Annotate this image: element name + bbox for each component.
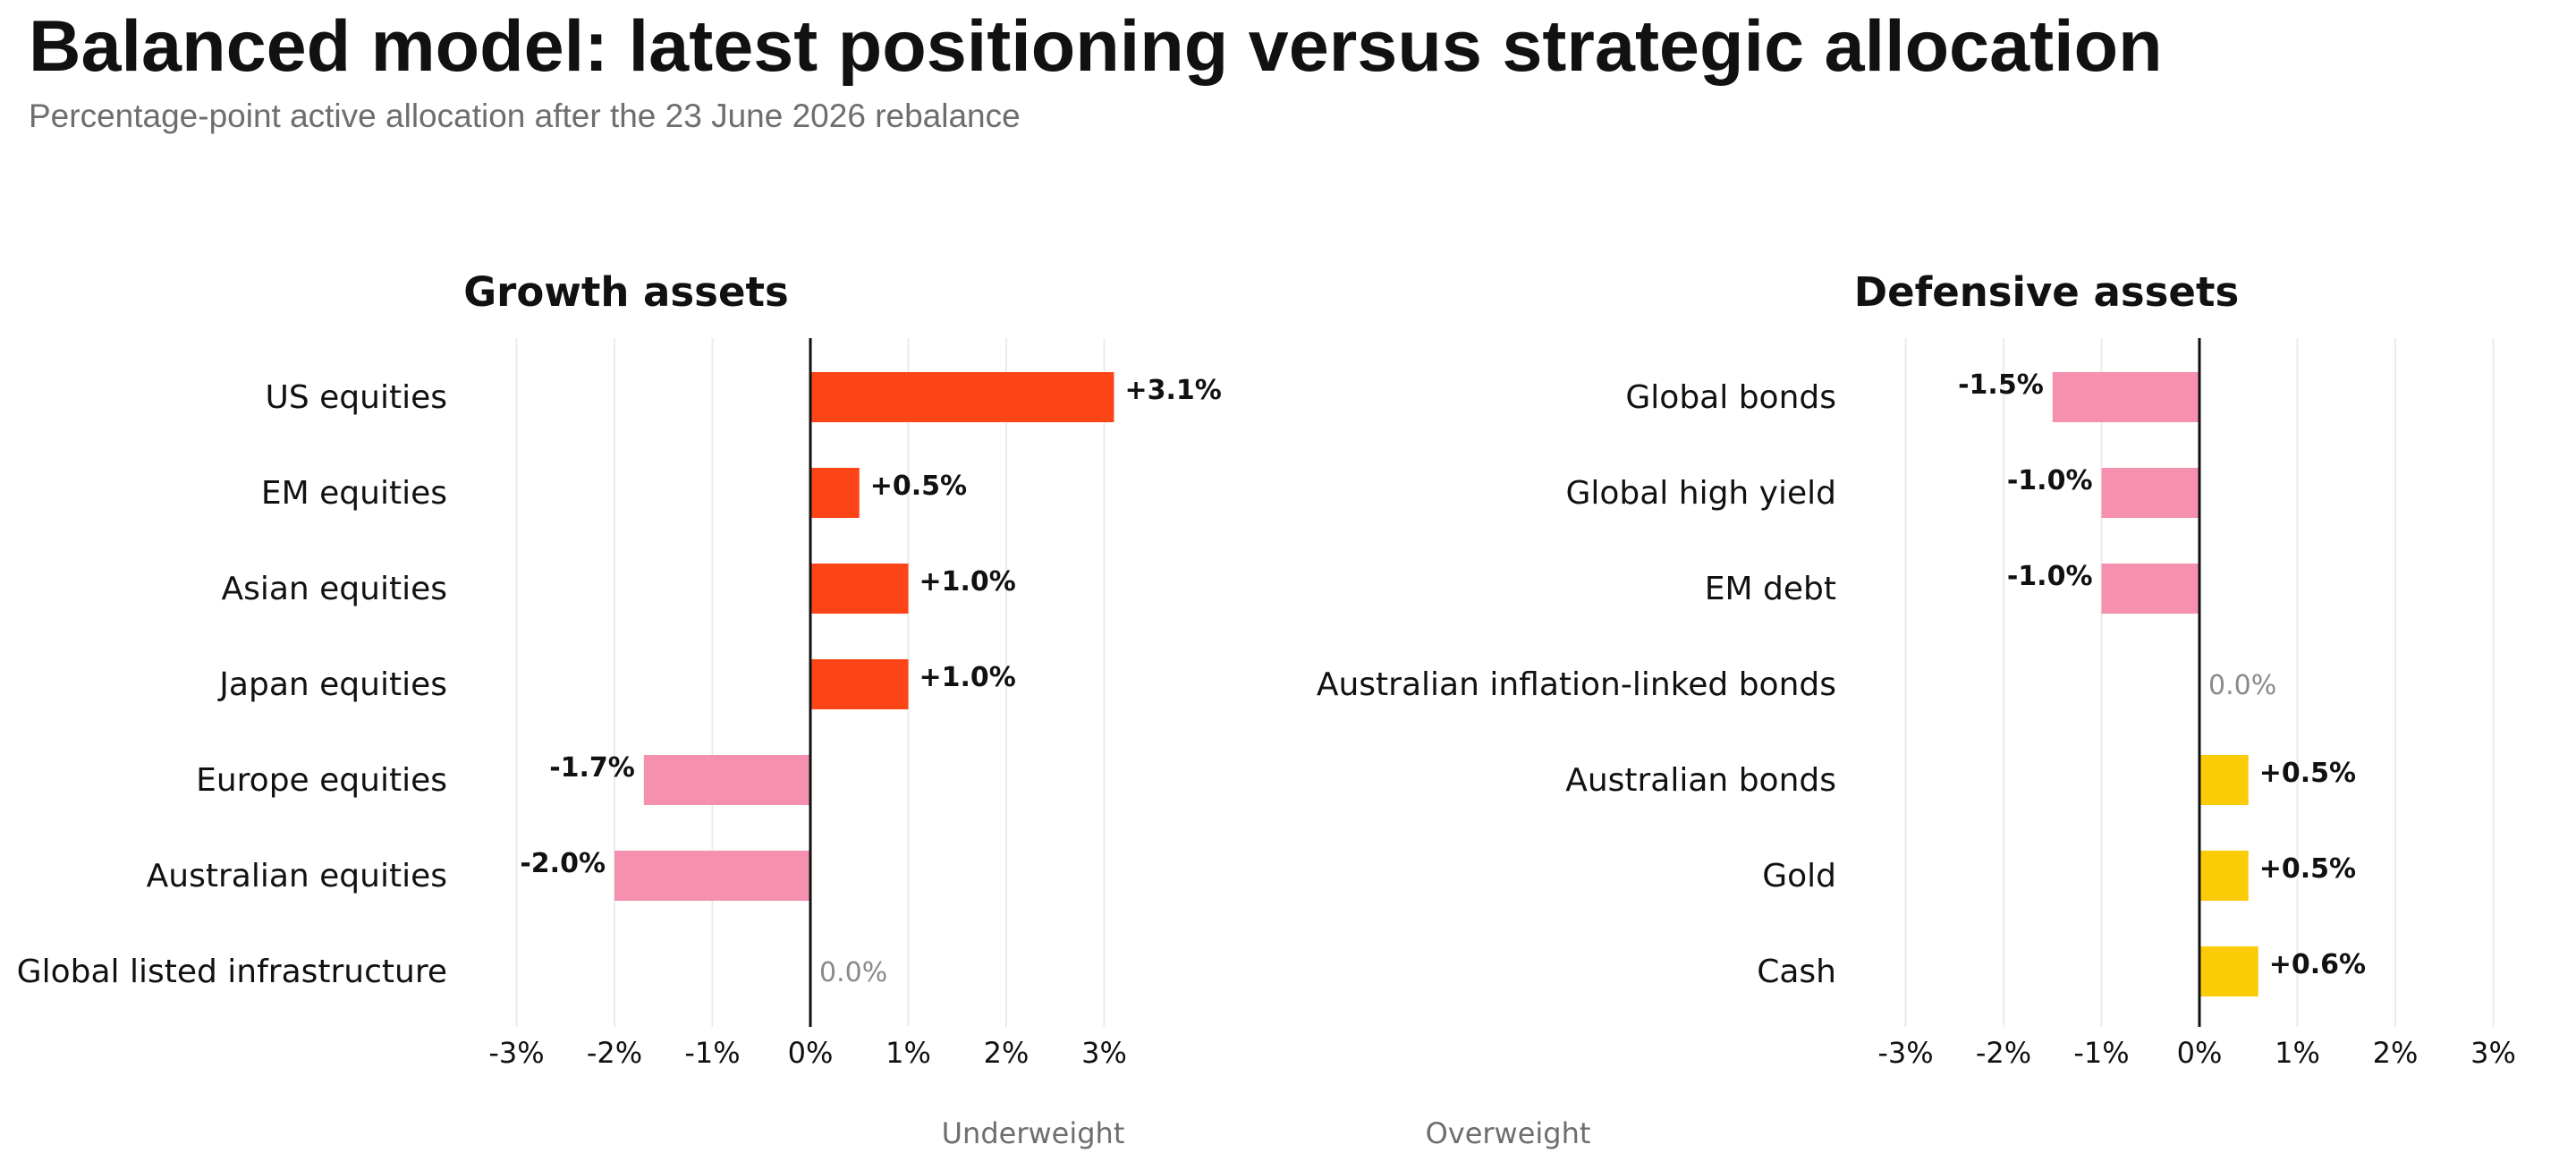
growth-value-label: 0.0% xyxy=(819,957,887,988)
growth-x-tick-label: 2% xyxy=(984,1036,1030,1070)
defensive-bar xyxy=(2052,372,2199,422)
defensive-value-label: -1.5% xyxy=(1958,369,2044,401)
page-subtitle: Percentage-point active allocation after… xyxy=(29,98,1021,134)
defensive-x-tick-label: 3% xyxy=(2470,1036,2516,1070)
growth-bar xyxy=(810,372,1114,422)
growth-category-label: Asian equities xyxy=(221,571,447,607)
growth-category-label: Australian equities xyxy=(147,858,447,894)
defensive-x-tick-label: 0% xyxy=(2177,1036,2223,1070)
defensive-chart-title: Defensive assets xyxy=(1854,268,2240,316)
growth-category-label: Global listed infrastructure xyxy=(17,954,447,990)
defensive-value-label: 0.0% xyxy=(2208,670,2276,701)
growth-value-label: -1.7% xyxy=(549,752,635,784)
growth-x-tick-label: 3% xyxy=(1081,1036,1127,1070)
growth-bar xyxy=(810,659,909,709)
growth-category-label: Europe equities xyxy=(196,762,447,799)
defensive-category-label: Australian inflation-linked bonds xyxy=(1317,666,1836,703)
defensive-category-label: Gold xyxy=(1762,858,1836,894)
defensive-bar xyxy=(2101,564,2199,614)
defensive-bar xyxy=(2199,851,2249,901)
defensive-x-tick-label: 1% xyxy=(2275,1036,2320,1070)
defensive-bar xyxy=(2199,946,2258,996)
growth-value-label: -2.0% xyxy=(520,848,606,879)
defensive-value-label: -1.0% xyxy=(2007,561,2093,592)
growth-x-tick-label: -2% xyxy=(587,1036,642,1070)
defensive-category-label: Global bonds xyxy=(1625,379,1836,416)
growth-value-label: +1.0% xyxy=(919,662,1016,693)
defensive-value-label: -1.0% xyxy=(2007,465,2093,496)
growth-category-label: EM equities xyxy=(261,475,447,512)
growth-x-tick-label: -1% xyxy=(684,1036,740,1070)
growth-bar xyxy=(810,564,909,614)
growth-x-tick-label: 0% xyxy=(788,1036,834,1070)
growth-chart: Growth assets -3% -2% -1% 0% 1% 2% 3% US equitie… xyxy=(17,268,1222,1070)
underweight-label: Underweight xyxy=(942,1116,1125,1150)
defensive-category-label: Cash xyxy=(1757,954,1836,990)
defensive-bar xyxy=(2199,755,2249,805)
defensive-value-label: +0.5% xyxy=(2259,758,2356,789)
defensive-category-label: Australian bonds xyxy=(1565,762,1836,799)
growth-bar xyxy=(810,468,860,518)
growth-bar xyxy=(643,755,810,805)
growth-value-label: +0.5% xyxy=(870,471,967,502)
page-title: Balanced model: latest positioning versu… xyxy=(29,6,2163,87)
defensive-bar xyxy=(2101,468,2199,518)
defensive-x-tick-label: 2% xyxy=(2373,1036,2419,1070)
growth-chart-title: Growth assets xyxy=(463,268,789,316)
defensive-category-label: EM debt xyxy=(1705,571,1836,607)
defensive-x-tick-label: -2% xyxy=(1976,1036,2031,1070)
growth-x-tick-label: 1% xyxy=(886,1036,931,1070)
defensive-x-tick-label: -3% xyxy=(1877,1036,1933,1070)
growth-value-label: +3.1% xyxy=(1124,375,1221,406)
growth-category-label: Japan equities xyxy=(217,666,447,703)
overweight-label: Overweight xyxy=(1426,1116,1591,1150)
defensive-value-label: +0.6% xyxy=(2269,949,2366,980)
growth-x-tick-label: -3% xyxy=(488,1036,544,1070)
defensive-x-tick-label: -1% xyxy=(2073,1036,2129,1070)
defensive-chart: Defensive assets -3% -2% -1% 0% 1% 2% 3% Global … xyxy=(1317,268,2516,1070)
growth-category-label: US equities xyxy=(266,379,447,416)
defensive-value-label: +0.5% xyxy=(2259,853,2356,885)
defensive-category-label: Global high yield xyxy=(1565,475,1836,512)
growth-bar xyxy=(614,851,810,901)
growth-value-label: +1.0% xyxy=(919,566,1016,598)
